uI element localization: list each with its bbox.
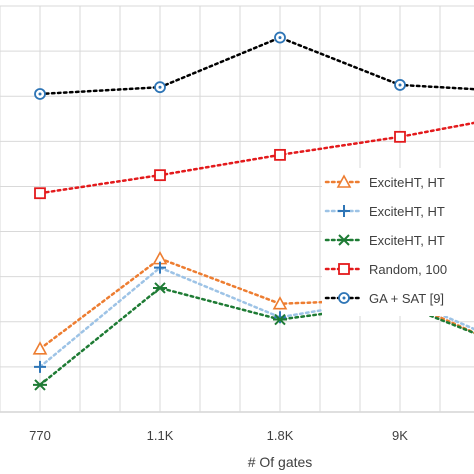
plus-marker (274, 311, 286, 324)
circle-marker-dot (342, 296, 346, 300)
legend-entry-label: ExciteHT, HT (369, 175, 445, 190)
square-marker (394, 130, 406, 143)
square-marker (338, 263, 350, 275)
legend-entry-label: GA + SAT [9] (369, 291, 444, 306)
x-tick-label: 1.1K (147, 428, 174, 443)
plus-marker (34, 360, 46, 373)
legend-entry-label: ExciteHT, HT (369, 233, 445, 248)
square-marker (34, 187, 46, 200)
series-line-4 (38, 36, 474, 96)
x-tick-label: 1.8K (267, 428, 294, 443)
star-marker (337, 234, 351, 246)
triangle-marker (32, 341, 48, 355)
circle-marker-dot (398, 83, 402, 87)
legend-entry-label: ExciteHT, HT (369, 204, 445, 219)
circle-marker-dot (158, 85, 162, 89)
triangle-marker (336, 174, 352, 188)
plus-marker (154, 261, 166, 274)
x-tick-label: 9K (392, 428, 408, 443)
legend-entry-label: Random, 100 (369, 262, 447, 277)
x-tick-label: 770 (29, 428, 51, 443)
square-marker (274, 148, 286, 161)
circle-marker-dot (38, 92, 42, 96)
star-marker (273, 313, 287, 326)
gridlines (0, 5, 474, 413)
plus-marker (338, 205, 350, 217)
legend: ExciteHT, HT ExciteHT, HT ExciteHT, HT Rand… (322, 168, 474, 316)
circle-marker-dot (278, 36, 282, 40)
x-tick-labels: 770 1.1K 1.8K 9K (29, 428, 408, 443)
x-axis-title: # Of gates (248, 454, 313, 470)
square-marker (154, 169, 166, 182)
star-marker (33, 379, 47, 391)
triangle-marker (272, 296, 288, 310)
star-marker (153, 282, 167, 294)
